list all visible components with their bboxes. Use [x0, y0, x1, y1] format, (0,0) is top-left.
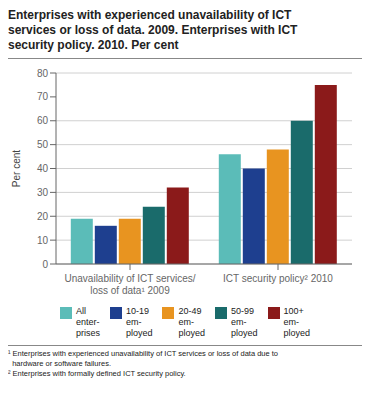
- svg-text:60: 60: [37, 115, 49, 126]
- svg-text:Per cent: Per cent: [11, 150, 22, 187]
- html-text:50-99 em- ployed: 50-99 em- ployed: [231, 306, 258, 338]
- svg-text:80: 80: [37, 68, 49, 79]
- html-text:20-49 em- ployed: 20-49 em- ployed: [178, 306, 205, 338]
- html-text:² Enterprises with formally de: ² Enterprises with formally defined ICT …: [8, 369, 186, 378]
- html-text:100+ em- ployed: 100+ em- ployed: [283, 306, 311, 338]
- svg-text:ICT security policy² 2010: ICT security policy² 2010: [223, 273, 333, 284]
- svg-text:40: 40: [37, 163, 49, 174]
- svg-text:10: 10: [37, 235, 49, 246]
- html-text:All enter- prises: All enter- prises: [75, 306, 100, 338]
- html-text:10-19 em- ployed: 10-19 em- ployed: [125, 306, 153, 338]
- html-text:Enterprises with experienced u: Enterprises with experienced unavailabil…: [8, 8, 298, 52]
- html-text:hardware or software failures.: hardware or software failures.: [8, 359, 111, 368]
- svg-text:Unavailability of ICT services: Unavailability of ICT services/loss of d…: [65, 273, 196, 296]
- svg-text:0: 0: [42, 259, 48, 270]
- svg-text:20: 20: [37, 211, 49, 222]
- svg-text:50: 50: [37, 139, 49, 150]
- svg-text:70: 70: [37, 91, 49, 102]
- svg-text:30: 30: [37, 187, 49, 198]
- html-text:¹ Enterprises with experienced: ¹ Enterprises with experienced unavailab…: [8, 349, 278, 358]
